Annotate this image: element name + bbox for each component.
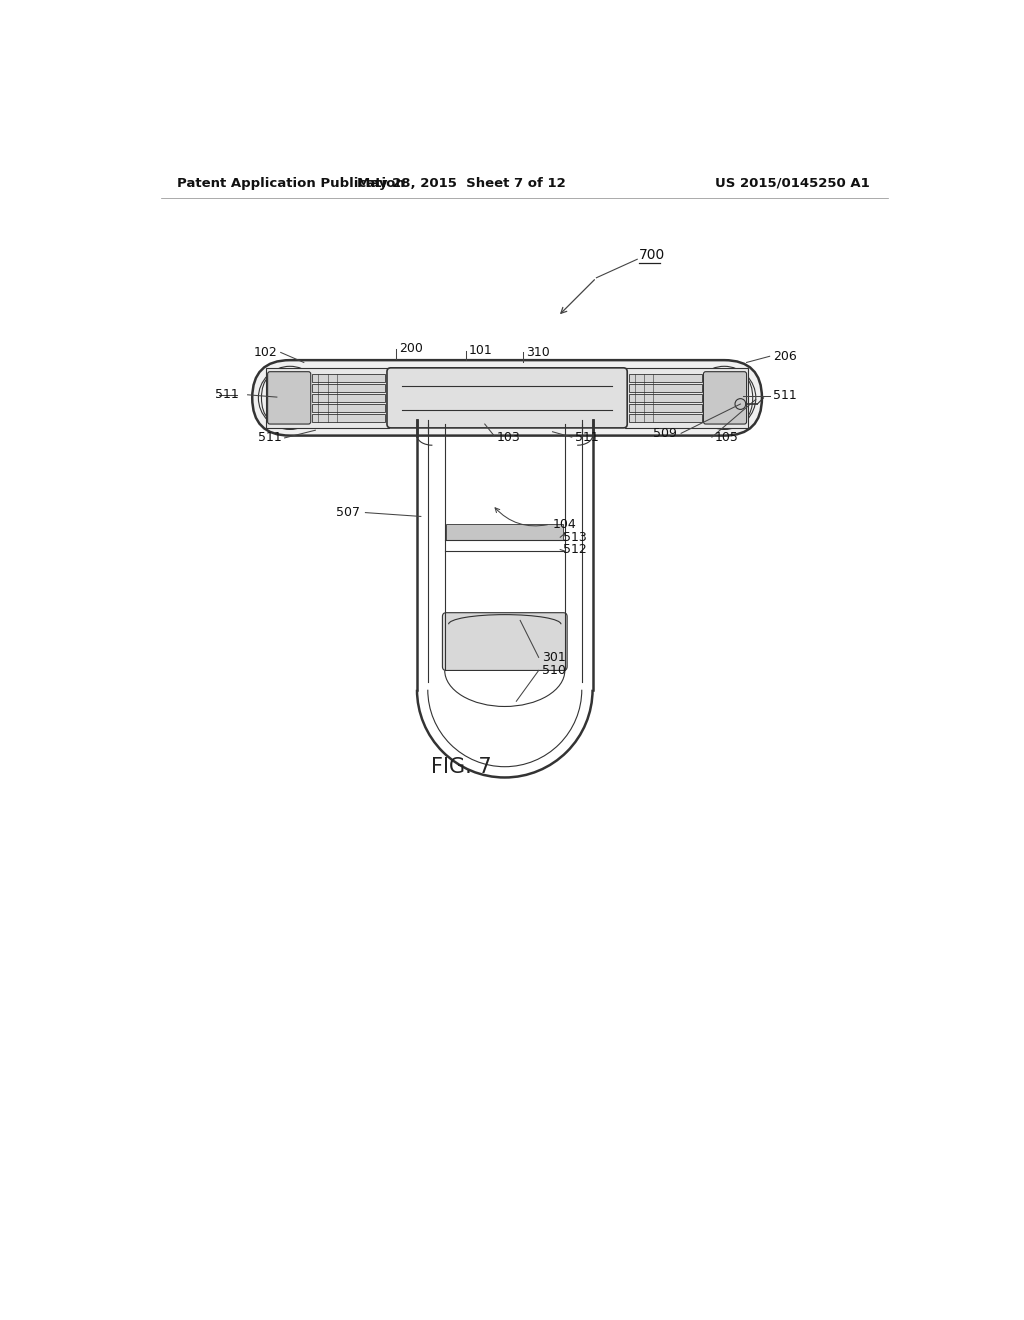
FancyBboxPatch shape (703, 372, 746, 424)
Bar (312, 374, 385, 381)
Bar (446, 524, 563, 540)
Text: 507: 507 (336, 506, 360, 519)
Bar (625, 368, 749, 428)
Text: 101: 101 (469, 345, 493, 358)
FancyBboxPatch shape (442, 612, 567, 671)
Text: May 28, 2015  Sheet 7 of 12: May 28, 2015 Sheet 7 of 12 (357, 177, 566, 190)
Text: 513: 513 (563, 531, 587, 544)
Bar (266, 368, 389, 428)
Bar (312, 393, 385, 401)
Text: 509: 509 (653, 426, 677, 440)
Bar (629, 414, 701, 422)
Text: FIG. 7: FIG. 7 (431, 756, 492, 776)
Text: 104: 104 (553, 517, 577, 531)
Text: 510: 510 (542, 664, 565, 677)
FancyBboxPatch shape (387, 368, 628, 428)
Text: 200: 200 (399, 342, 423, 355)
Text: 511: 511 (258, 432, 282, 445)
Bar (629, 393, 701, 401)
Text: 102: 102 (254, 346, 278, 359)
Text: 206: 206 (773, 350, 797, 363)
Bar (629, 404, 701, 412)
Text: 700: 700 (639, 248, 665, 263)
Bar (629, 374, 701, 381)
FancyBboxPatch shape (267, 372, 310, 424)
Text: 105: 105 (714, 430, 738, 444)
Text: Patent Application Publication: Patent Application Publication (177, 177, 404, 190)
Text: 512: 512 (563, 543, 587, 556)
Bar (312, 414, 385, 422)
Text: 301: 301 (542, 651, 565, 664)
Bar (629, 384, 701, 392)
Text: 511: 511 (574, 430, 599, 444)
Text: 511: 511 (215, 388, 239, 401)
Bar (312, 404, 385, 412)
Text: US 2015/0145250 A1: US 2015/0145250 A1 (715, 177, 869, 190)
Text: 103: 103 (497, 430, 521, 444)
Text: 310: 310 (526, 346, 550, 359)
Text: 511: 511 (773, 389, 797, 403)
Bar (312, 384, 385, 392)
FancyBboxPatch shape (252, 360, 762, 436)
